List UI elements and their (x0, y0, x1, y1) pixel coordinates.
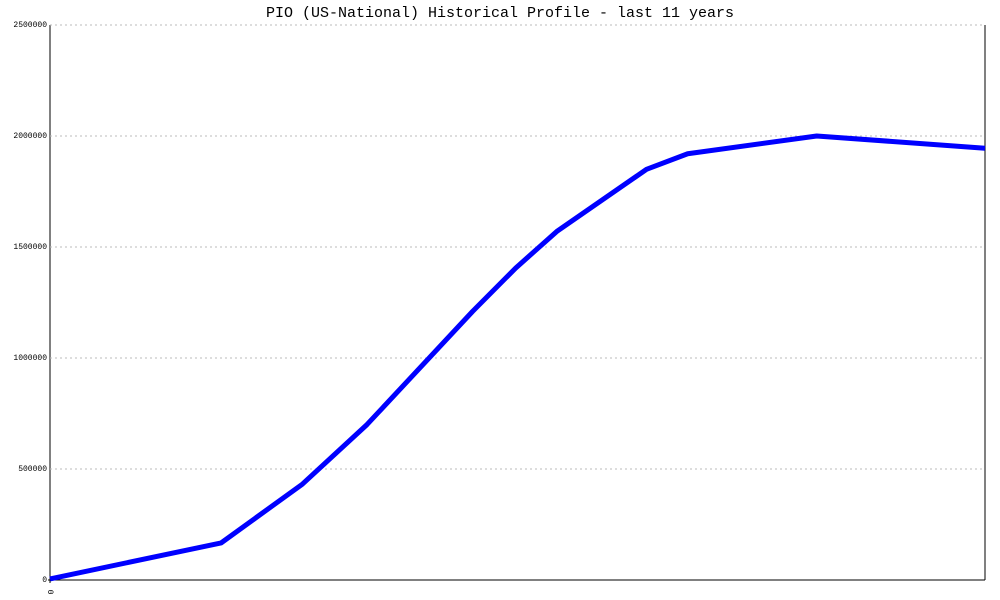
y-tick-label: 1500000 (13, 243, 47, 252)
chart-title: PIO (US-National) Historical Profile - l… (266, 5, 734, 22)
y-tick-label: 2500000 (13, 21, 47, 30)
y-tick-label: 1000000 (13, 354, 47, 363)
data-line (49, 133, 986, 582)
y-tick-label: 2000000 (13, 132, 47, 141)
y-tick-label: 0 (42, 576, 47, 585)
y-tick-label: 500000 (18, 465, 47, 474)
x-tick-label: 0 (45, 590, 54, 595)
